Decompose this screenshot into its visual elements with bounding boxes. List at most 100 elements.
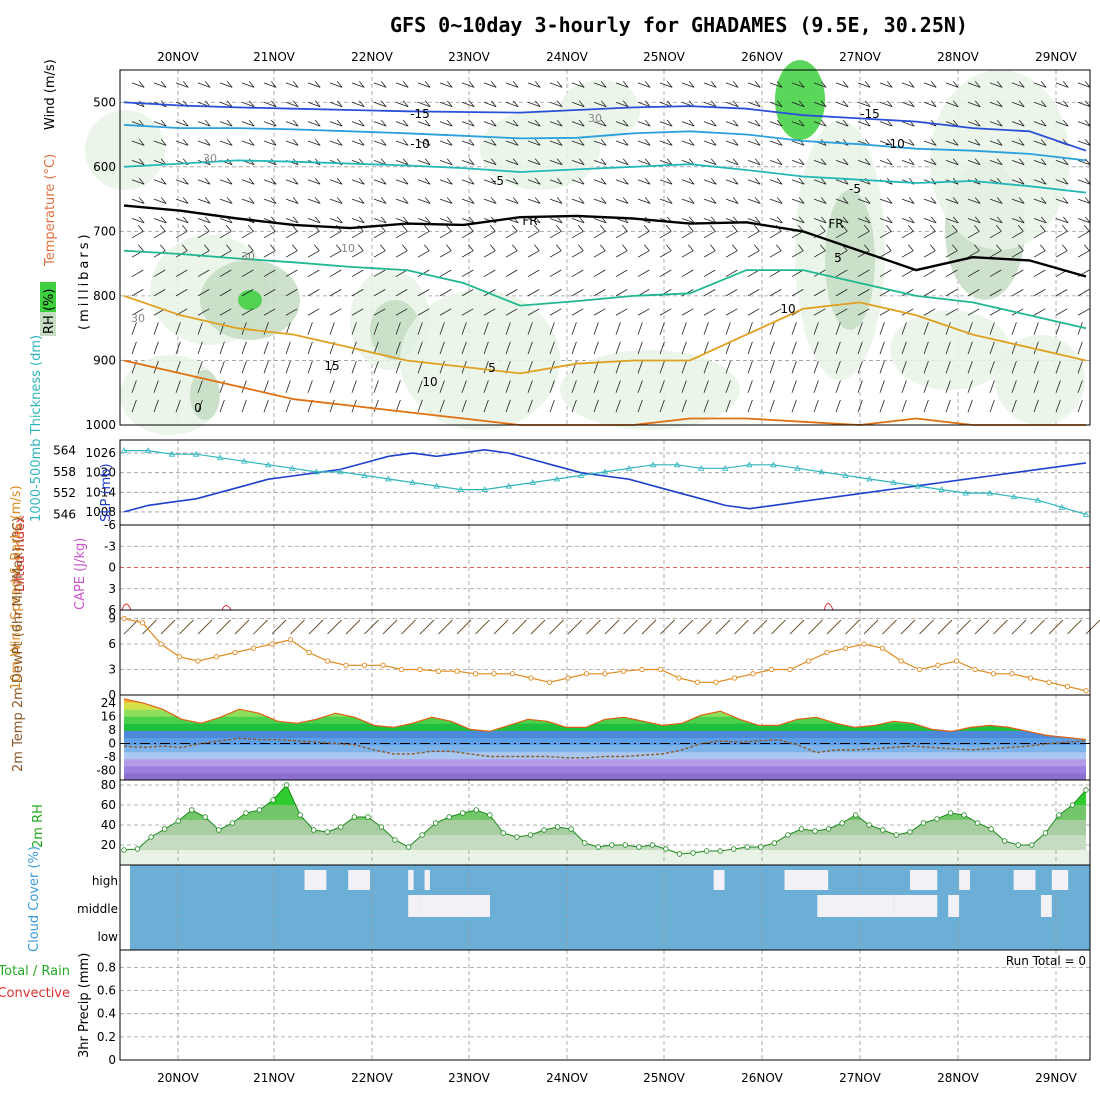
wind-barb — [373, 244, 386, 258]
rh-point — [473, 807, 479, 813]
wind-barb — [263, 360, 269, 374]
wind-barb — [1055, 216, 1069, 224]
wind-barb — [1033, 139, 1047, 146]
wind-barb — [747, 399, 753, 413]
wind-barb — [351, 289, 364, 297]
x-tick-bottom-26NOV: 26NOV — [741, 1071, 783, 1085]
wind-barb — [351, 177, 365, 185]
rh-base — [120, 850, 1090, 865]
wind-barb — [791, 399, 797, 413]
thickness-marker — [938, 486, 945, 492]
wind-barb — [967, 139, 981, 146]
rh-point — [189, 807, 195, 813]
wind-barb — [175, 197, 189, 204]
wind-barb — [131, 289, 144, 297]
wind-barb — [527, 244, 540, 258]
wind-barb — [549, 244, 562, 258]
wind-barb — [285, 360, 291, 374]
wind-barb — [945, 308, 958, 316]
wind-barb — [835, 399, 841, 413]
wind-barb — [659, 322, 665, 335]
wind-barb — [703, 197, 717, 204]
wind-barb — [549, 100, 563, 108]
wind-barb — [703, 119, 717, 127]
wind-barb — [1011, 289, 1024, 297]
precip-total-label: Total / Rain — [0, 964, 70, 979]
wind-barb — [1011, 216, 1025, 224]
wind-barb — [1033, 308, 1046, 316]
wind-barb — [461, 139, 475, 146]
temp-band — [124, 751, 1086, 760]
wind-barb — [923, 308, 936, 316]
rh-bands — [124, 785, 1086, 850]
wind-barb — [351, 308, 364, 316]
wind-barb — [307, 100, 321, 108]
wind-barb — [923, 322, 929, 335]
wind-barb — [175, 289, 188, 297]
wind-barb — [549, 341, 555, 355]
wind-barb — [417, 244, 430, 258]
panel-frame-wind — [119, 609, 1091, 696]
wind-barb — [461, 225, 474, 239]
cloud-high — [408, 870, 414, 890]
wind-barb — [615, 360, 621, 374]
rh-point — [161, 826, 168, 832]
wind-barb — [417, 308, 430, 316]
wind-barb — [791, 341, 797, 355]
wind-barb — [945, 289, 958, 297]
wind-barb — [549, 81, 563, 88]
wind-speed-point — [139, 620, 146, 626]
wind-barb — [219, 81, 233, 88]
wind-barb — [835, 119, 849, 127]
wind-barb — [439, 322, 445, 335]
wind-barb — [1033, 100, 1047, 108]
wind-barb — [131, 399, 137, 413]
wind-barb — [1033, 177, 1047, 185]
thickness-marker — [361, 472, 368, 478]
wind-barb — [769, 269, 782, 277]
wind-barb — [901, 197, 915, 204]
wind-barb — [527, 399, 533, 413]
rh-point — [134, 846, 141, 852]
wind-barb — [1055, 289, 1068, 297]
rh-point — [297, 812, 303, 818]
isotherm-label: -15 — [860, 107, 880, 121]
wind-barb — [461, 380, 467, 393]
wind-barb — [769, 119, 783, 127]
wind-barb — [219, 360, 225, 374]
wind-barb — [615, 158, 629, 166]
wind-barb — [263, 225, 276, 239]
wind-barb — [637, 341, 643, 355]
wind-barb — [615, 100, 629, 108]
wind-barb — [329, 177, 343, 185]
wind-speed-point — [195, 658, 201, 664]
wind-barb — [1011, 380, 1017, 393]
x-tick-top-25NOV: 25NOV — [643, 50, 685, 64]
wind-barb — [505, 139, 519, 146]
wind-barb — [835, 380, 841, 393]
wind-barb — [571, 322, 577, 335]
thickness-tick-546: 546 — [53, 507, 76, 521]
surface-barb — [956, 619, 971, 635]
wind-barb — [901, 360, 907, 374]
cloud-high — [784, 870, 829, 890]
rh-point — [947, 810, 954, 816]
wind-barb — [879, 100, 893, 108]
wind-barb — [703, 100, 717, 108]
thickness-marker — [673, 461, 681, 468]
wind-barb — [571, 177, 585, 185]
x-tick-bottom-23NOV: 23NOV — [448, 1071, 490, 1085]
surface-wind-barbs — [123, 619, 1100, 635]
wind-barb — [329, 380, 335, 393]
isotherm-label: -15 — [410, 107, 430, 121]
wind-barb — [989, 322, 995, 335]
wind-barb — [769, 322, 775, 335]
thickness-marker — [770, 461, 777, 468]
wind-barb — [417, 341, 423, 355]
wind-barb — [813, 341, 819, 355]
wind-barb — [791, 360, 797, 374]
temp-band — [124, 737, 1086, 746]
wind-barb — [329, 269, 342, 277]
wind-barb — [703, 289, 716, 297]
wind-barb — [505, 341, 511, 355]
